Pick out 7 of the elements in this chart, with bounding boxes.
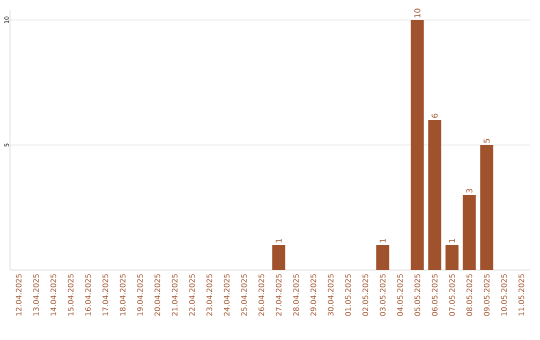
bar	[376, 245, 390, 270]
bar	[446, 245, 459, 270]
bar	[410, 20, 424, 270]
bar	[480, 145, 494, 270]
bar	[272, 245, 286, 270]
bar	[462, 195, 476, 270]
bar	[428, 120, 442, 270]
